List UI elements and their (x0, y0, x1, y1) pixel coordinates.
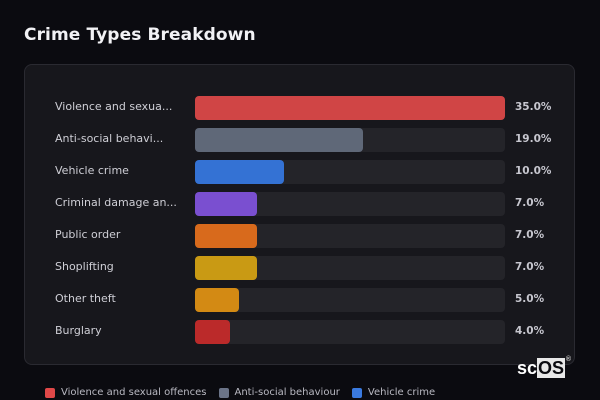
legend-label: Anti-social behaviour (234, 387, 340, 398)
bar-fill[interactable] (195, 192, 257, 216)
bar-label: Public order (55, 228, 121, 241)
bar-value: 5.0% (515, 293, 545, 305)
bar-value: 7.0% (515, 197, 545, 209)
legend-swatch-icon (218, 387, 229, 398)
logo: scOS ® (517, 356, 571, 379)
bar-row: Criminal damage an... 7.0% (25, 192, 574, 216)
legend-label: Violence and sexual offences (61, 387, 207, 398)
bar-value: 7.0% (515, 261, 545, 273)
bar-track (195, 160, 505, 184)
legend-item[interactable]: Anti-social behaviour (218, 387, 340, 398)
page-title: Crime Types Breakdown (24, 25, 256, 45)
bar-label: Violence and sexua... (55, 100, 173, 113)
legend-item[interactable]: Violence and sexual offences (45, 387, 207, 398)
bar-row: Anti-social behavi... 19.0% (25, 128, 574, 152)
registered-icon: ® (565, 356, 572, 363)
bar-track (195, 256, 505, 280)
bar-fill[interactable] (195, 320, 231, 344)
bar-row: Burglary 4.0% (25, 320, 574, 344)
bar-value: 35.0% (515, 101, 552, 113)
bar-value: 4.0% (515, 325, 545, 337)
logo-text-sc: sc (517, 358, 538, 378)
bar-fill[interactable] (195, 256, 257, 280)
bar-label: Anti-social behavi... (55, 132, 164, 145)
bar-fill[interactable] (195, 288, 240, 312)
bar-fill[interactable] (195, 128, 364, 152)
bar-fill[interactable] (195, 224, 257, 248)
legend-item[interactable]: Vehicle crime (351, 387, 436, 398)
bar-row: Other theft 5.0% (25, 288, 574, 312)
bar-row: Violence and sexua... 35.0% (25, 96, 574, 120)
bar-label: Criminal damage an... (55, 196, 177, 209)
bar-track (195, 320, 505, 344)
bar-fill[interactable] (195, 160, 284, 184)
bar-row: Public order 7.0% (25, 224, 574, 248)
bar-track (195, 128, 505, 152)
bar-fill[interactable] (195, 96, 505, 120)
bar-value: 7.0% (515, 229, 545, 241)
logo-text-os: OS (537, 358, 566, 378)
bar-label: Shoplifting (55, 260, 114, 273)
legend: Violence and sexual offences Anti-social … (45, 387, 435, 398)
bar-row: Vehicle crime 10.0% (25, 160, 574, 184)
bar-label: Burglary (55, 324, 102, 337)
legend-swatch-icon (45, 387, 55, 398)
bar-track (195, 224, 505, 248)
bar-label: Other theft (55, 292, 116, 305)
bar-row: Shoplifting 7.0% (25, 256, 574, 280)
bar-label: Vehicle crime (55, 164, 129, 177)
bar-value: 19.0% (515, 133, 552, 145)
bar-track (195, 288, 505, 312)
chart-panel: Violence and sexua... 35.0% Anti-social be… (24, 64, 575, 365)
legend-label: Vehicle crime (367, 387, 436, 398)
bar-track (195, 96, 505, 120)
bar-value: 10.0% (515, 165, 552, 177)
legend-swatch-icon (351, 387, 362, 398)
bar-track (195, 192, 505, 216)
